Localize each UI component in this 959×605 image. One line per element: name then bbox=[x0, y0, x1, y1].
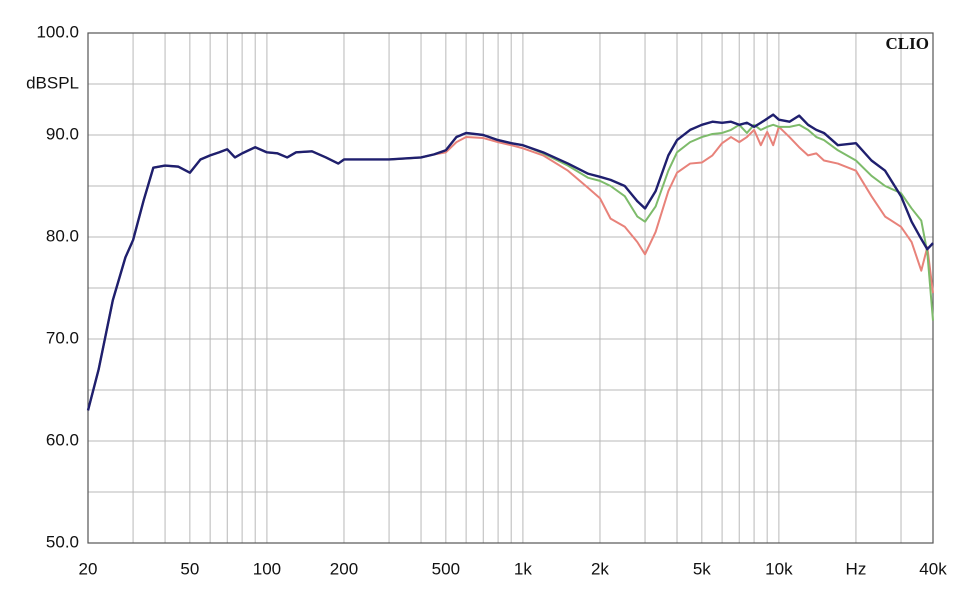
x-tick-label: 50 bbox=[180, 559, 199, 578]
y-tick-label: 70.0 bbox=[46, 328, 79, 347]
x-tick-label: 100 bbox=[253, 559, 281, 578]
x-tick-label: 5k bbox=[693, 559, 711, 578]
y-tick-label: 50.0 bbox=[46, 532, 79, 551]
y-axis-label: dBSPL bbox=[26, 73, 79, 92]
x-tick-label: 500 bbox=[432, 559, 460, 578]
series-line bbox=[86, 113, 934, 411]
x-tick-label: 20 bbox=[79, 559, 98, 578]
x-tick-label: Hz bbox=[846, 559, 867, 578]
x-tick-label: 40k bbox=[919, 559, 947, 578]
y-tick-label: 60.0 bbox=[46, 430, 79, 449]
x-tick-label: 10k bbox=[765, 559, 793, 578]
x-tick-label: 1k bbox=[514, 559, 532, 578]
y-tick-label: 100.0 bbox=[36, 22, 79, 41]
plot-lines bbox=[86, 113, 934, 411]
y-tick-label: 90.0 bbox=[46, 124, 79, 143]
labels: 20 50 100 200 500 1k 2k 5k 10k Hz 40k 50.0 60.0 70.0 8… bbox=[26, 22, 947, 578]
watermark: CLIO bbox=[886, 34, 929, 53]
series-line bbox=[87, 125, 934, 411]
x-tick-label: 2k bbox=[591, 559, 609, 578]
grid bbox=[87, 32, 934, 544]
y-tick-label: 80.0 bbox=[46, 226, 79, 245]
x-tick-label: 200 bbox=[330, 559, 358, 578]
series-line bbox=[87, 123, 934, 411]
